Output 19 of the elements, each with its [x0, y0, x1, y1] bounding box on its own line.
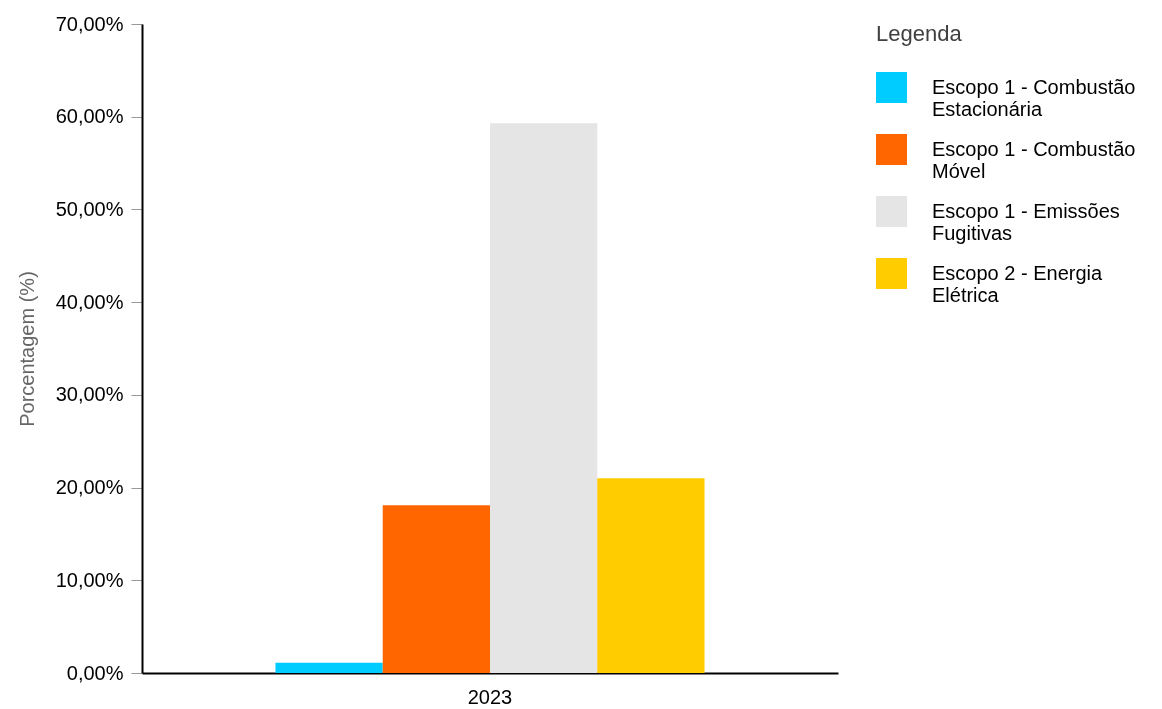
- y-tick-label: 60,00%: [55, 105, 124, 128]
- legend-label: Escopo 1 - Combustão Estacionária: [932, 75, 1136, 120]
- legend-label: Escopo 2 - Energia Elétrica: [932, 261, 1103, 306]
- y-tick-label: 20,00%: [55, 476, 124, 499]
- bar: [490, 123, 598, 673]
- bar: [275, 662, 383, 673]
- y-axis-title: Porcentagem (%): [15, 271, 38, 427]
- bar: [382, 505, 490, 673]
- y-tick-label: 0,00%: [66, 661, 124, 684]
- legend-label: Escopo 1 - Combustão Móvel: [932, 137, 1136, 182]
- bar: [597, 478, 705, 673]
- y-tick-label: 40,00%: [55, 290, 124, 313]
- y-tick-label: 30,00%: [55, 383, 124, 406]
- x-tick-label: 2023: [467, 685, 513, 708]
- y-tick-label: 50,00%: [55, 197, 124, 220]
- legend-title: Legenda: [876, 21, 963, 46]
- y-tick-label: 70,00%: [55, 12, 124, 35]
- y-tick-label: 10,00%: [55, 568, 124, 591]
- legend-label: Escopo 1 - Emissões Fugitivas: [932, 199, 1120, 244]
